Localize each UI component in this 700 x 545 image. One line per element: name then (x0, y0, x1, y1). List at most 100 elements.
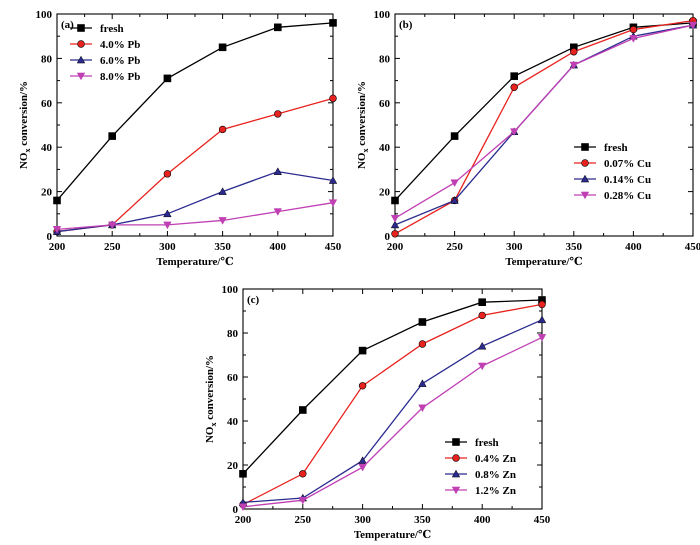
data-point-series2-5 (537, 315, 547, 324)
data-point-series0-0 (391, 196, 399, 205)
data-point-series0-3 (218, 43, 227, 52)
data-point-series0-1 (299, 406, 307, 414)
x-tick-label: 350 (214, 241, 231, 253)
panel-label: (b) (399, 19, 413, 31)
legend-marker-2 (451, 469, 461, 478)
data-point-series3-2 (358, 463, 367, 472)
data-point-series0-2 (510, 72, 518, 80)
data-point-series3-0 (238, 503, 248, 512)
x-tick-label: 200 (49, 241, 66, 253)
legend-label-3: 8.0% Pb (100, 71, 140, 83)
panel-label: (a) (61, 19, 74, 31)
x-tick-label: 200 (235, 514, 252, 526)
x-tick-label: 400 (625, 241, 642, 253)
data-point-series0-4 (274, 23, 282, 32)
x-tick-label: 300 (506, 241, 523, 253)
data-point-series2-2 (358, 456, 367, 464)
data-point-series1-2 (163, 170, 172, 178)
data-point-series3-4 (273, 208, 283, 216)
data-point-series1-4 (274, 110, 282, 118)
legend-label-1: 4.0% Pb (100, 39, 140, 51)
data-point-series2-3 (218, 187, 227, 195)
legend-label-0: fresh (475, 437, 499, 449)
y-tick-label: 80 (41, 53, 53, 65)
data-point-series1-3 (218, 125, 227, 134)
data-point-series3-1 (107, 221, 117, 230)
x-tick-label: 300 (159, 241, 176, 253)
legend: fresh 4.0% Pb 6.0% Pb 8.0% Pb (70, 23, 140, 83)
y-axis-title-suffix: conversion/% (18, 81, 30, 149)
x-tick-label: 450 (325, 241, 342, 253)
y-tick-label: 60 (41, 98, 53, 110)
series-line-1 (242, 303, 543, 506)
x-tick-label: 250 (446, 241, 463, 253)
data-point-series2-4 (477, 341, 487, 350)
y-axis-title-prefix: NO (204, 426, 216, 443)
data-point-series2-2 (163, 209, 172, 218)
data-point-series0-4 (478, 298, 486, 306)
legend-label-1: 0.4% Zn (475, 453, 516, 465)
chart-panel-0: 200 250 300 350 400 450 0 20 40 60 80 100 Temperatur… (18, 9, 342, 268)
x-axis-title: Temperature/℃ (354, 529, 431, 541)
y-axis-title-suffix: conversion/% (356, 81, 368, 149)
legend-marker-1 (581, 159, 589, 167)
legend: fresh 0.4% Zn 0.8% Zn 1.2% Zn (445, 437, 516, 497)
data-point-series0-0 (239, 470, 247, 478)
series-line-0 (242, 299, 543, 475)
series-line-3 (394, 24, 694, 219)
legend-label-2: 0.14% Cu (604, 174, 651, 186)
series-line-1 (394, 20, 694, 235)
data-point-series2-0 (390, 220, 400, 229)
x-tick-label: 350 (414, 514, 431, 526)
data-point-series3-1 (298, 496, 308, 505)
data-point-series2-1 (450, 196, 459, 204)
plot-frame (394, 13, 694, 237)
legend-marker-3 (76, 72, 86, 81)
y-tick-label: 40 (379, 142, 391, 154)
data-point-series1-5 (538, 300, 546, 309)
data-point-series3-2 (163, 221, 172, 230)
data-point-series2-4 (273, 167, 283, 175)
y-tick-label: 40 (227, 416, 239, 428)
y-tick-label: 80 (379, 53, 391, 65)
legend-marker-0 (452, 438, 460, 446)
data-point-series3-4 (629, 35, 638, 43)
y-axis-title-prefix: NO (356, 152, 368, 169)
data-point-series3-3 (569, 61, 579, 70)
data-point-series3-4 (477, 362, 487, 371)
legend-label-3: 1.2% Zn (475, 485, 516, 497)
x-tick-label: 250 (104, 241, 121, 253)
y-tick-label: 40 (41, 142, 53, 154)
legend-label-3: 0.28% Cu (604, 190, 651, 202)
series-line-1 (56, 97, 334, 233)
y-tick-label: 80 (227, 328, 239, 340)
x-tick-label: 300 (354, 514, 371, 526)
data-point-series2-5 (328, 176, 338, 184)
x-axis-title: Temperature/℃ (505, 256, 582, 268)
y-tick-label: 100 (222, 284, 239, 296)
y-tick-label: 20 (227, 460, 239, 472)
x-tick-label: 450 (685, 241, 700, 253)
y-tick-label: 0 (47, 231, 53, 243)
data-point-series1-1 (299, 470, 307, 478)
data-point-series3-5 (328, 199, 338, 208)
y-tick-label: 60 (379, 98, 391, 110)
series-line-3 (242, 336, 543, 508)
data-point-series1-2 (510, 83, 518, 91)
series-line-0 (56, 22, 334, 201)
y-tick-label: 20 (379, 187, 391, 199)
legend-marker-0 (77, 24, 85, 32)
y-axis-title-suffix: conversion/% (204, 355, 216, 423)
y-tick-label: 60 (227, 372, 239, 384)
y-axis-title-prefix: NO (18, 152, 30, 169)
panel-label: (c) (247, 294, 260, 306)
legend-label-1: 0.07% Cu (604, 158, 651, 170)
y-axis-title-subscript: x (209, 423, 218, 427)
data-point-series3-1 (450, 179, 459, 188)
y-axis-title: NOx conversion/% (18, 81, 32, 169)
legend-marker-1 (77, 40, 85, 48)
data-point-series0-3 (418, 318, 427, 326)
data-point-series3-0 (390, 214, 400, 223)
legend-marker-2 (76, 55, 86, 64)
